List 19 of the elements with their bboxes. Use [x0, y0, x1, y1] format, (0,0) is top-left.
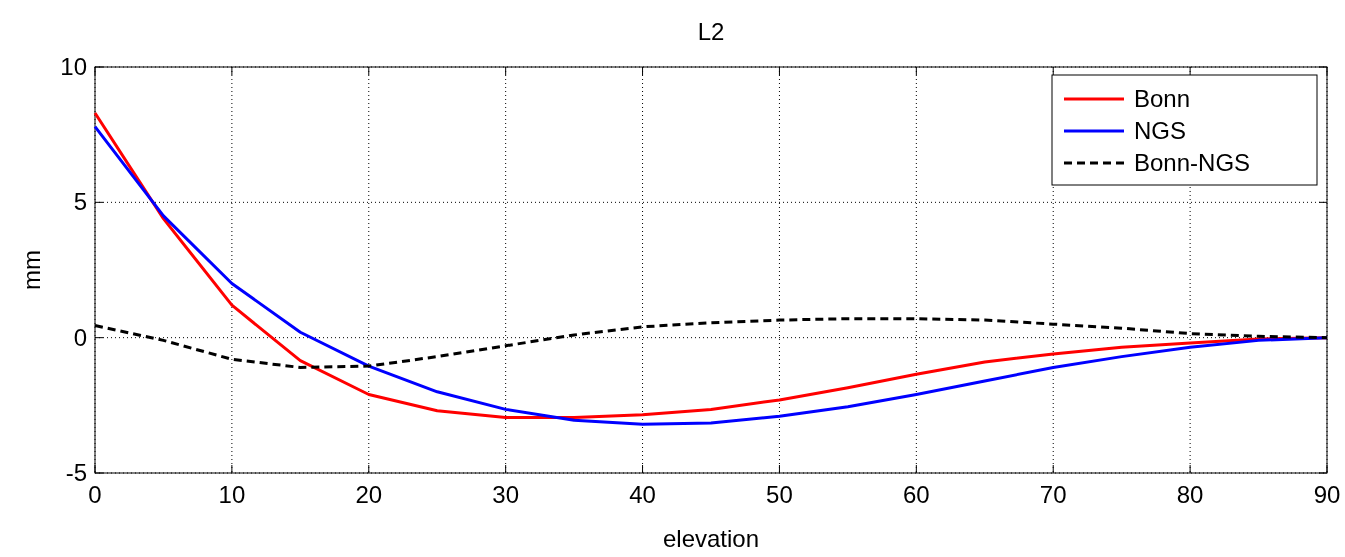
x-axis-title: elevation	[662, 525, 760, 552]
x-tick-label: 20	[355, 481, 383, 508]
x-tick-label: 30	[492, 481, 520, 508]
x-tick-label: 60	[902, 481, 930, 508]
x-tick-label: 70	[1039, 481, 1067, 508]
y-axis-title: mm	[18, 250, 45, 290]
y-tick-label: 0	[73, 323, 87, 351]
y-tick-label: 5	[73, 188, 87, 216]
x-tick-label: 50	[766, 481, 793, 508]
legend-label: NGS	[1134, 117, 1187, 144]
legend-label: Bonn	[1134, 85, 1191, 112]
chart-title: L2	[697, 18, 725, 45]
x-tick-label: 40	[629, 481, 656, 508]
x-tick-label: 90	[1313, 481, 1341, 508]
legend-label: Bonn-NGS	[1134, 149, 1251, 176]
x-tick-label: 80	[1176, 481, 1204, 508]
x-tick-label: 10	[218, 481, 246, 508]
y-tick-label: -5	[65, 459, 87, 486]
y-tick-label: 10	[60, 53, 87, 80]
